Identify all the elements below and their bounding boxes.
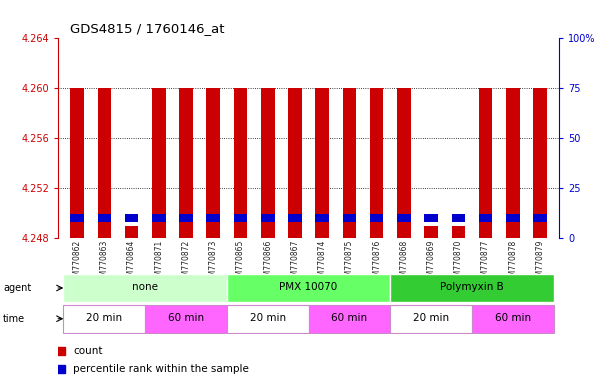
Text: GSM770870: GSM770870: [454, 240, 463, 286]
Bar: [309, 305, 390, 333]
Bar: [98, 214, 111, 222]
Bar: [233, 214, 247, 222]
Bar: [370, 214, 384, 222]
Bar: [315, 88, 329, 238]
Bar: [227, 274, 390, 302]
Text: 60 min: 60 min: [168, 313, 204, 323]
Text: GSM770874: GSM770874: [318, 240, 327, 286]
Bar: [390, 305, 472, 333]
Bar: [152, 88, 166, 238]
Text: Polymyxin B: Polymyxin B: [440, 282, 504, 292]
Bar: [125, 226, 138, 238]
Bar: [472, 305, 554, 333]
Bar: [261, 214, 274, 222]
Text: GSM770868: GSM770868: [400, 240, 408, 286]
Text: GDS4815 / 1760146_at: GDS4815 / 1760146_at: [70, 22, 225, 35]
Bar: [533, 88, 547, 238]
Bar: [145, 305, 227, 333]
Bar: [207, 214, 220, 222]
Bar: [288, 88, 302, 238]
Bar: [452, 226, 465, 238]
Bar: [424, 226, 438, 238]
Text: 60 min: 60 min: [331, 313, 367, 323]
Bar: [390, 274, 554, 302]
Text: GSM770867: GSM770867: [290, 240, 299, 286]
Text: GSM770878: GSM770878: [508, 240, 518, 286]
Bar: [288, 214, 302, 222]
Bar: [343, 214, 356, 222]
Text: time: time: [3, 314, 25, 324]
Bar: [64, 305, 145, 333]
Text: GSM770875: GSM770875: [345, 240, 354, 286]
Text: GSM770863: GSM770863: [100, 240, 109, 286]
Bar: [424, 214, 438, 222]
Text: none: none: [132, 282, 158, 292]
Bar: [397, 88, 411, 238]
Bar: [207, 88, 220, 238]
Text: GSM770877: GSM770877: [481, 240, 490, 286]
Text: 60 min: 60 min: [495, 313, 531, 323]
Bar: [233, 88, 247, 238]
Bar: [533, 214, 547, 222]
Text: GSM770876: GSM770876: [372, 240, 381, 286]
Text: GSM770871: GSM770871: [155, 240, 163, 286]
Bar: [98, 88, 111, 238]
Bar: [179, 214, 193, 222]
Bar: [261, 88, 274, 238]
Text: 20 min: 20 min: [250, 313, 286, 323]
Text: 20 min: 20 min: [86, 313, 122, 323]
Text: GSM770869: GSM770869: [426, 240, 436, 286]
Bar: [479, 214, 492, 222]
Bar: [397, 214, 411, 222]
Text: GSM770873: GSM770873: [209, 240, 218, 286]
Bar: [370, 88, 384, 238]
Bar: [152, 214, 166, 222]
Text: count: count: [73, 346, 103, 356]
Bar: [227, 305, 309, 333]
Text: agent: agent: [3, 283, 31, 293]
Bar: [343, 88, 356, 238]
Text: GSM770872: GSM770872: [181, 240, 191, 286]
Bar: [452, 214, 465, 222]
Text: GSM770866: GSM770866: [263, 240, 273, 286]
Bar: [506, 214, 519, 222]
Bar: [70, 88, 84, 238]
Bar: [125, 214, 138, 222]
Text: GSM770862: GSM770862: [73, 240, 82, 286]
Text: percentile rank within the sample: percentile rank within the sample: [73, 364, 249, 374]
Bar: [506, 88, 519, 238]
Bar: [479, 88, 492, 238]
Text: GSM770864: GSM770864: [127, 240, 136, 286]
Text: 20 min: 20 min: [413, 313, 449, 323]
Text: PMX 10070: PMX 10070: [279, 282, 338, 292]
Bar: [179, 88, 193, 238]
Bar: [315, 214, 329, 222]
Bar: [64, 274, 227, 302]
Text: GSM770879: GSM770879: [535, 240, 544, 286]
Text: GSM770865: GSM770865: [236, 240, 245, 286]
Bar: [70, 214, 84, 222]
